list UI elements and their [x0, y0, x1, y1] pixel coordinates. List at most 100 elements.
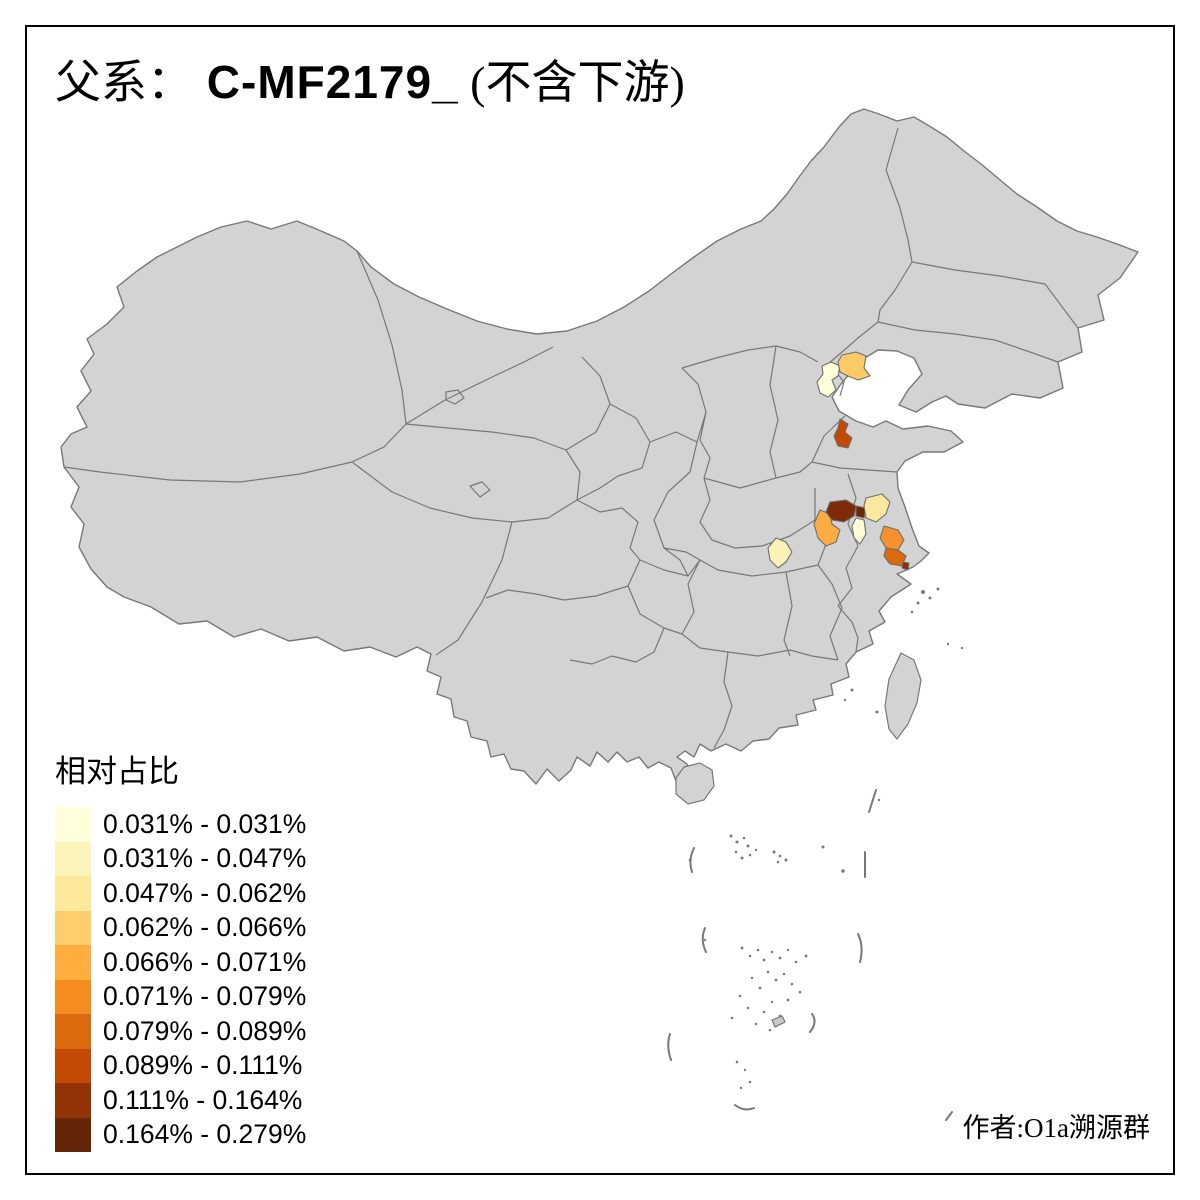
small-island-dot [770, 1000, 774, 1004]
title-haplogroup-code: C-MF2179_ [193, 56, 459, 108]
legend-swatch [55, 807, 91, 842]
region-shanghai-dot [901, 561, 910, 571]
legend: 相对占比 0.031% - 0.031% 0.031% - 0.047% 0.0… [55, 746, 306, 1152]
legend-row: 0.031% - 0.047% [55, 841, 307, 876]
legend-label: 0.031% - 0.047% [103, 843, 307, 874]
legend-swatch [55, 1014, 91, 1049]
legend-swatch [55, 1083, 91, 1118]
legend-label: 0.071% - 0.079% [103, 981, 307, 1012]
small-island-dot [790, 982, 794, 986]
legend-row: 0.079% - 0.089% [55, 1014, 306, 1049]
small-island-dot [703, 938, 707, 942]
south-sea-islet [771, 1015, 786, 1028]
small-island-dot [843, 698, 847, 702]
title-suffix: (不含下游) [458, 57, 685, 108]
legend-label: 0.066% - 0.071% [103, 946, 307, 977]
legend-row: 0.066% - 0.071% [55, 945, 306, 980]
small-island-dot [774, 978, 778, 982]
small-island-dot [784, 858, 788, 862]
small-island-dot [735, 840, 739, 844]
island-dots [688, 587, 964, 1090]
choropleth-regions [767, 351, 910, 571]
small-island-dot [739, 1086, 743, 1090]
page-title: 父系： C-MF2179_ (不含下游) [55, 56, 685, 110]
region-jiangsu-light [863, 493, 891, 523]
small-island-dot [756, 948, 760, 952]
legend-row: 0.089% - 0.111% [55, 1048, 306, 1083]
small-island-dot [875, 710, 879, 714]
legend-row: 0.111% - 0.164% [55, 1083, 306, 1118]
small-island-dot [786, 948, 790, 952]
legend-row: 0.071% - 0.079% [55, 979, 307, 1014]
legend-swatch [55, 1048, 91, 1083]
province-borders [63, 127, 1079, 749]
small-island-dot [841, 869, 845, 873]
region-shandong-mid [833, 418, 853, 449]
small-island-dot [758, 986, 762, 990]
small-island-dot [746, 1006, 750, 1010]
region-jiangsu-cream [851, 517, 867, 545]
small-island-dot [776, 860, 780, 864]
region-anhui-dark-large [825, 499, 857, 523]
small-island-dot [743, 1068, 747, 1072]
small-island-dot [748, 1080, 752, 1084]
mainland-china [60, 108, 1139, 787]
small-island-dot [748, 954, 752, 958]
small-island-dot [921, 590, 925, 594]
small-island-dot [754, 1022, 758, 1026]
legend-swatch [55, 945, 91, 980]
legend-label: 0.089% - 0.111% [103, 1050, 303, 1081]
legend-rows: 0.031% - 0.031% 0.031% - 0.047% 0.047% -… [55, 807, 306, 1152]
small-island-dot [798, 990, 802, 994]
region-beijing-area [816, 361, 841, 398]
small-island-dot [910, 610, 914, 614]
small-island-dot [782, 972, 786, 976]
small-island-dot [742, 836, 746, 840]
legend-row: 0.062% - 0.066% [55, 910, 307, 945]
region-anhui-dark-small [855, 505, 867, 519]
small-island-dot [778, 956, 782, 960]
small-island-dot [735, 1060, 739, 1064]
region-hubei-area [767, 537, 793, 569]
legend-row: 0.047% - 0.062% [55, 876, 306, 911]
small-island-dot [762, 1010, 766, 1014]
title-prefix: 父系： [55, 57, 193, 108]
small-island-dot [946, 642, 950, 646]
small-island-dot [688, 858, 692, 862]
small-island-dot [746, 844, 750, 848]
small-island-dot [850, 688, 854, 692]
small-island-dot [766, 970, 770, 974]
attribution: 作者:O1a溯源群 [962, 1113, 1150, 1143]
legend-row: 0.164% - 0.279% [55, 1117, 306, 1152]
small-island-dot [877, 798, 881, 802]
small-island-dot [772, 850, 776, 854]
legend-label: 0.079% - 0.089% [103, 1015, 307, 1046]
small-island-dot [738, 994, 742, 998]
legend-label: 0.111% - 0.164% [103, 1084, 303, 1115]
small-island-dot [960, 646, 964, 650]
legend-label: 0.062% - 0.066% [103, 912, 307, 943]
small-island-dot [768, 1028, 772, 1032]
small-island-dot [740, 856, 744, 860]
region-tangshan-area [837, 351, 871, 381]
hainan-island [675, 762, 715, 805]
legend-swatch [55, 910, 91, 945]
legend-label: 0.031% - 0.031% [103, 808, 307, 839]
small-island-dot [804, 954, 808, 958]
legend-title: 相对占比 [55, 754, 179, 789]
legend-row: 0.031% - 0.031% [55, 807, 306, 842]
nine-dash-line [667, 789, 953, 1121]
small-island-dot [762, 958, 766, 962]
legend-label: 0.047% - 0.062% [103, 877, 307, 908]
legend-swatch [55, 979, 91, 1014]
small-island-dot [729, 834, 733, 838]
small-island-dot [778, 1014, 782, 1018]
small-island-dot [778, 854, 782, 858]
small-island-dot [740, 946, 744, 950]
small-island-dot [794, 960, 798, 964]
small-island-dot [730, 1016, 734, 1020]
legend-swatch [55, 876, 91, 911]
taiwan-island [884, 652, 922, 740]
